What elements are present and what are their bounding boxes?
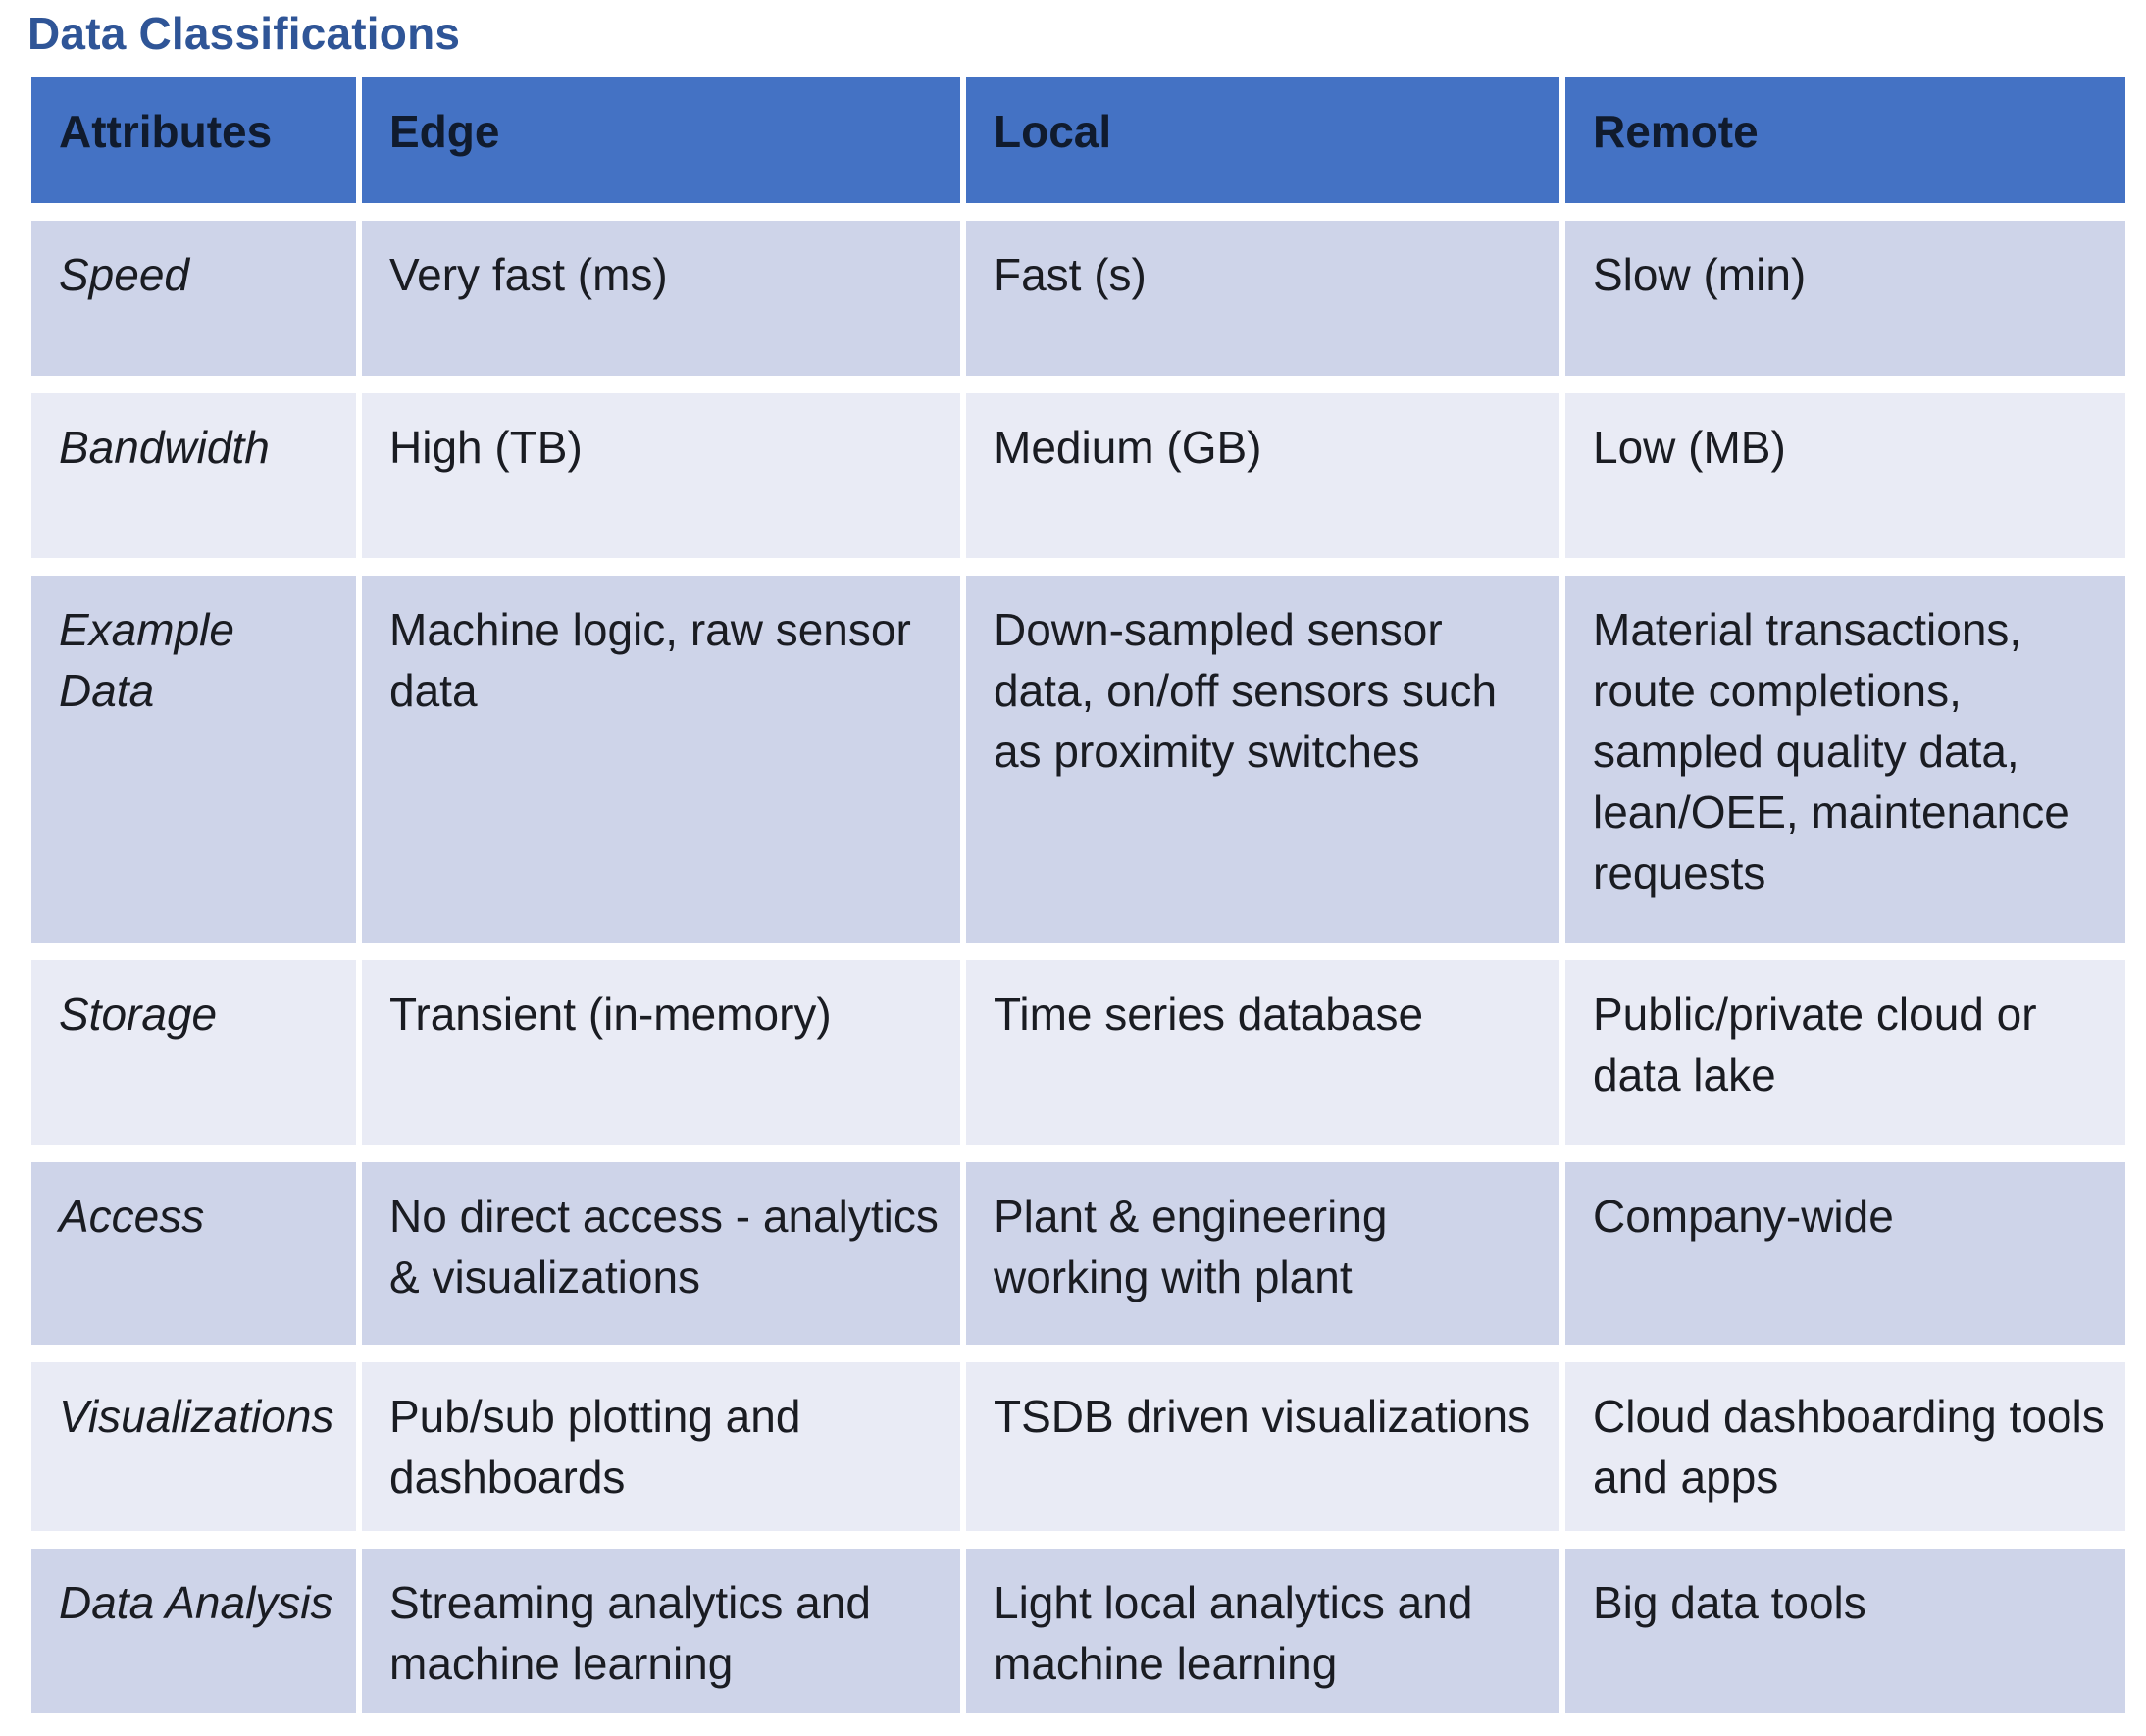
table-cell: Low (MB)	[1565, 392, 2125, 558]
table-cell: Plant & engineering working with plant	[966, 1161, 1559, 1345]
table-cell: Material transactions, route completions…	[1565, 575, 2125, 943]
data-classifications-table: Attributes Edge Local Remote Speed Very …	[26, 60, 2131, 1731]
row-label: Speed	[31, 220, 356, 376]
column-header-local: Local	[966, 77, 1559, 203]
row-label: Storage	[31, 959, 356, 1145]
row-label: Bandwidth	[31, 392, 356, 558]
table-cell: TSDB driven visualizations	[966, 1361, 1559, 1531]
table-row-visualizations: Visualizations Pub/sub plotting and dash…	[31, 1361, 2125, 1531]
table-row-bandwidth: Bandwidth High (TB) Medium (GB) Low (MB)	[31, 392, 2125, 558]
table-row-example-data: Example Data Machine logic, raw sensor d…	[31, 575, 2125, 943]
table-cell: Pub/sub plotting and dashboards	[362, 1361, 960, 1531]
table-row-data-analysis: Data Analysis Streaming analytics and ma…	[31, 1548, 2125, 1713]
table-cell: Public/private cloud or data lake	[1565, 959, 2125, 1145]
table-cell: Medium (GB)	[966, 392, 1559, 558]
table-cell: Down-sampled sensor data, on/off sensors…	[966, 575, 1559, 943]
column-header-edge: Edge	[362, 77, 960, 203]
table-cell: Very fast (ms)	[362, 220, 960, 376]
table-cell: No direct access - analytics & visualiza…	[362, 1161, 960, 1345]
table-cell: Light local analytics and machine learni…	[966, 1548, 1559, 1713]
table-cell: Time series database	[966, 959, 1559, 1145]
row-label: Data Analysis	[31, 1548, 356, 1713]
header-row: Attributes Edge Local Remote	[31, 77, 2125, 203]
table-cell: High (TB)	[362, 392, 960, 558]
table-cell: Machine logic, raw sensor data	[362, 575, 960, 943]
page-title: Data Classifications	[27, 8, 461, 59]
table-cell: Transient (in-memory)	[362, 959, 960, 1145]
table-cell: Company-wide	[1565, 1161, 2125, 1345]
table-row-access: Access No direct access - analytics & vi…	[31, 1161, 2125, 1345]
table-cell: Cloud dashboarding tools and apps	[1565, 1361, 2125, 1531]
table-cell: Slow (min)	[1565, 220, 2125, 376]
table-cell: Fast (s)	[966, 220, 1559, 376]
table-header: Attributes Edge Local Remote	[31, 77, 2125, 203]
table-row-storage: Storage Transient (in-memory) Time serie…	[31, 959, 2125, 1145]
column-header-remote: Remote	[1565, 77, 2125, 203]
row-label: Visualizations	[31, 1361, 356, 1531]
table-body: Speed Very fast (ms) Fast (s) Slow (min)…	[31, 220, 2125, 1713]
table-cell: Big data tools	[1565, 1548, 2125, 1713]
table-row-speed: Speed Very fast (ms) Fast (s) Slow (min)	[31, 220, 2125, 376]
column-header-attributes: Attributes	[31, 77, 356, 203]
table-cell: Streaming analytics and machine learning	[362, 1548, 960, 1713]
row-label: Access	[31, 1161, 356, 1345]
row-label: Example Data	[31, 575, 356, 943]
